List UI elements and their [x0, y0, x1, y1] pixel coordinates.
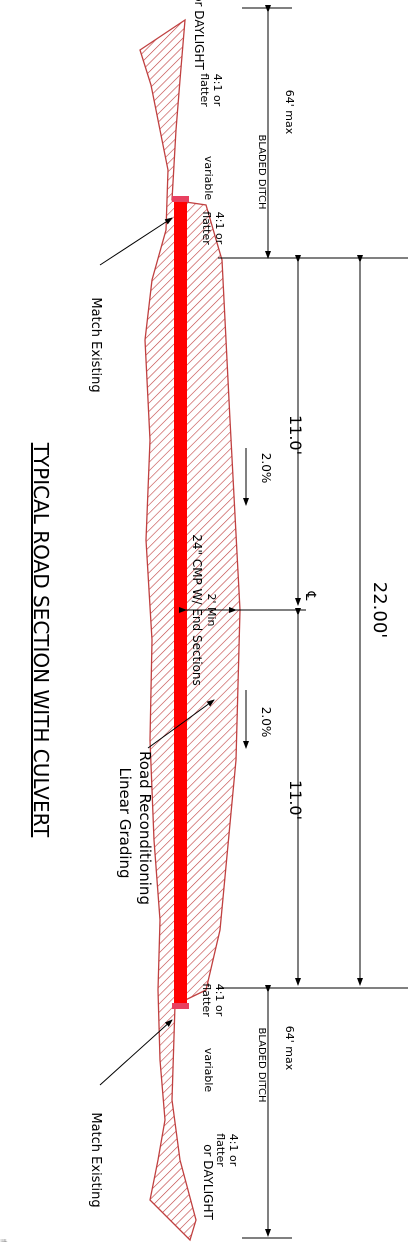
culvert-end-top: [172, 196, 189, 202]
match-existing-bottom-leader: [99, 1019, 173, 1086]
slope-inner-bottom-line1: 4:1 or: [213, 984, 226, 1017]
daylight-label-top: or DAYLIGHT: [192, 0, 206, 70]
slope-outer-top-line2: flatter: [198, 73, 211, 107]
culvert-pipe: [174, 200, 187, 1005]
match-existing-top-leader: [99, 217, 173, 266]
leaders: [99, 217, 249, 1086]
dimension-lines: [218, 5, 408, 1239]
slope-outer-bottom-line2: flatter: [214, 1133, 227, 1167]
match-existing-bottom: Match Existing: [88, 1112, 103, 1207]
grading-label-line2: Linear Grading: [116, 767, 134, 878]
culvert-label: 24" CMP W/ End Sections: [190, 534, 204, 686]
title: TYPICAL ROAD SECTION WITH CULVERT: [29, 442, 53, 838]
daylight-label-bottom: or DAYLIGHT: [201, 1144, 215, 1220]
grading-leader: [147, 699, 215, 749]
crossfall-bottom: 2.0%: [259, 707, 273, 738]
half-width-top: 11.0': [286, 415, 305, 455]
culvert-end-bottom: [172, 1003, 189, 1009]
half-width-bottom: 11.0': [286, 780, 305, 820]
ground-profile: [139, 18, 241, 1242]
crossfall-top: 2.0%: [259, 453, 273, 484]
variable-label-top: variable: [202, 156, 215, 201]
ditch-width-bottom: 64' max: [283, 1026, 296, 1071]
variable-label-bottom: variable: [202, 1048, 215, 1093]
slope-inner-top-line2: flatter: [200, 211, 213, 245]
slope-outer-bottom-line1: 4:1 or: [227, 1134, 240, 1167]
ditch-label-top: BLADED DITCH: [256, 134, 267, 209]
slope-inner-top-line1: 4:1 or: [213, 212, 226, 245]
centerline-symbol: ℄: [302, 591, 318, 601]
slope-outer-bottom-bound: 4:1 or flatter: [1, 1240, 8, 1243]
cover-label: 2' Min: [205, 593, 218, 626]
match-existing-top: Match Existing: [88, 297, 103, 392]
ditch-label-bottom: BLADED DITCH: [256, 1027, 267, 1102]
ditch-width-top: 64' max: [283, 90, 296, 135]
slope-outer-top-bound: 4:1 or flatter: [0, 1238, 7, 1241]
slope-inner-bottom-line2: flatter: [200, 983, 213, 1017]
slope-inner-top-bound: 4:1 or flatter: [0, 1239, 7, 1242]
slope-inner-bottom-bound: 4:1 or flatter: [0, 1240, 7, 1243]
grading-label-line1: Road Reconditioning: [136, 751, 154, 905]
total-width: 22.00': [369, 582, 390, 638]
slope-outer-top-line1: 4:1 or: [211, 74, 224, 107]
